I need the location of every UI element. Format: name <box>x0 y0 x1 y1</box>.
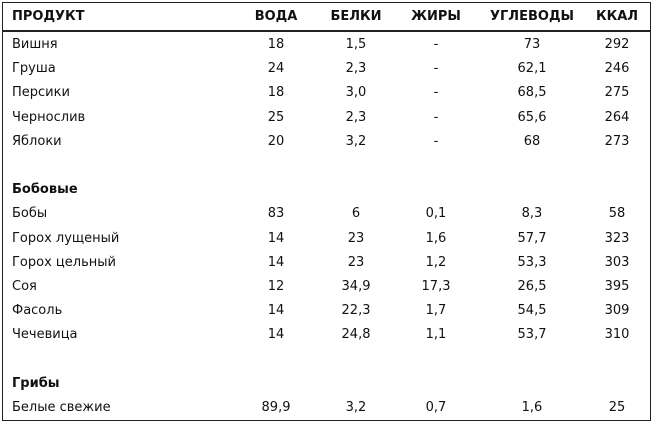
cell-value: 310 <box>604 327 630 343</box>
cell-value: 264 <box>604 109 630 125</box>
cell-value: 53,3 <box>517 254 547 270</box>
cell-value: 83 <box>267 206 285 222</box>
cell-value: 65,6 <box>517 109 547 125</box>
cell-value: - <box>433 37 439 52</box>
cell-value: 24 <box>267 61 285 77</box>
cell-value: 323 <box>604 230 630 246</box>
cell-value: 26,5 <box>517 279 547 294</box>
cell-value: 1,1 <box>425 327 447 343</box>
cell-value: 2,3 <box>345 109 367 125</box>
cell-value: 20 <box>267 133 285 149</box>
column-header: ВОДА <box>254 9 298 24</box>
cell-value: 62,1 <box>517 61 547 77</box>
cell-value: 14 <box>267 254 285 270</box>
cell-value: 58 <box>608 206 626 222</box>
cell-value: 34,9 <box>341 279 371 294</box>
cell-value: 292 <box>604 37 630 52</box>
cell-value: 273 <box>604 133 630 149</box>
product-name: Горох лущеный <box>12 230 120 246</box>
product-name: Вишня <box>12 37 58 52</box>
column-header: БЕЛКИ <box>330 9 382 24</box>
product-name: Бобы <box>12 206 48 222</box>
product-name: Чернослив <box>12 109 86 125</box>
cell-value: 275 <box>604 85 630 101</box>
product-name: Фасоль <box>12 303 63 319</box>
cell-value: 1,6 <box>521 400 543 415</box>
product-name: Белые свежие <box>12 400 111 415</box>
column-header: ЖИРЫ <box>411 9 461 24</box>
cell-value: 17,3 <box>421 279 451 294</box>
cell-value: 12 <box>267 279 285 294</box>
cell-value: 246 <box>604 61 630 77</box>
cell-value: 1,2 <box>425 254 447 270</box>
cell-value: 14 <box>267 327 285 343</box>
cell-value: 1,6 <box>425 230 447 246</box>
column-header: ПРОДУКТ <box>12 9 85 24</box>
cell-value: - <box>433 61 439 77</box>
cell-value: 1,5 <box>345 37 367 52</box>
cell-value: 25 <box>608 400 626 415</box>
cell-value: 53,7 <box>517 327 547 343</box>
column-header: ККАЛ <box>595 9 639 24</box>
product-name: Персики <box>12 85 70 101</box>
cell-value: 54,5 <box>517 303 547 319</box>
product-name: Горох цельный <box>12 254 116 270</box>
cell-value: 303 <box>604 254 630 270</box>
cell-value: 3,0 <box>345 85 367 101</box>
cell-value: 89,9 <box>261 400 291 415</box>
cell-value: 23 <box>347 254 365 270</box>
cell-value: 0,1 <box>425 206 447 222</box>
cell-value: 309 <box>604 303 630 319</box>
cell-value: 24,8 <box>341 327 371 343</box>
cell-value: 57,7 <box>517 230 547 246</box>
cell-value: 25 <box>267 109 285 125</box>
cell-value: - <box>433 85 439 101</box>
cell-value: 68,5 <box>517 85 547 101</box>
cell-value: 0,7 <box>425 400 447 415</box>
section-title: Бобовые <box>12 182 78 198</box>
header-rule <box>2 30 651 32</box>
cell-value: 14 <box>267 230 285 246</box>
cell-value: 18 <box>267 37 285 52</box>
column-header: УГЛЕВОДЫ <box>490 9 574 24</box>
cell-value: - <box>433 133 439 149</box>
cell-value: 68 <box>523 133 541 149</box>
cell-value: 23 <box>347 230 365 246</box>
table-frame <box>2 2 651 421</box>
product-name: Груша <box>12 61 56 77</box>
cell-value: 3,2 <box>345 133 367 149</box>
section-title: Грибы <box>12 375 60 391</box>
product-name: Яблоки <box>12 133 62 149</box>
cell-value: 395 <box>604 279 630 294</box>
cell-value: 18 <box>267 85 285 101</box>
product-name: Чечевица <box>12 327 78 343</box>
cell-value: - <box>433 109 439 125</box>
cell-value: 8,3 <box>521 206 543 222</box>
cell-value: 3,2 <box>345 400 367 415</box>
cell-value: 22,3 <box>341 303 371 319</box>
cell-value: 6 <box>351 206 361 222</box>
cell-value: 2,3 <box>345 61 367 77</box>
cell-value: 14 <box>267 303 285 319</box>
cell-value: 1,7 <box>425 303 447 319</box>
product-name: Соя <box>12 279 37 294</box>
cell-value: 73 <box>523 37 541 52</box>
